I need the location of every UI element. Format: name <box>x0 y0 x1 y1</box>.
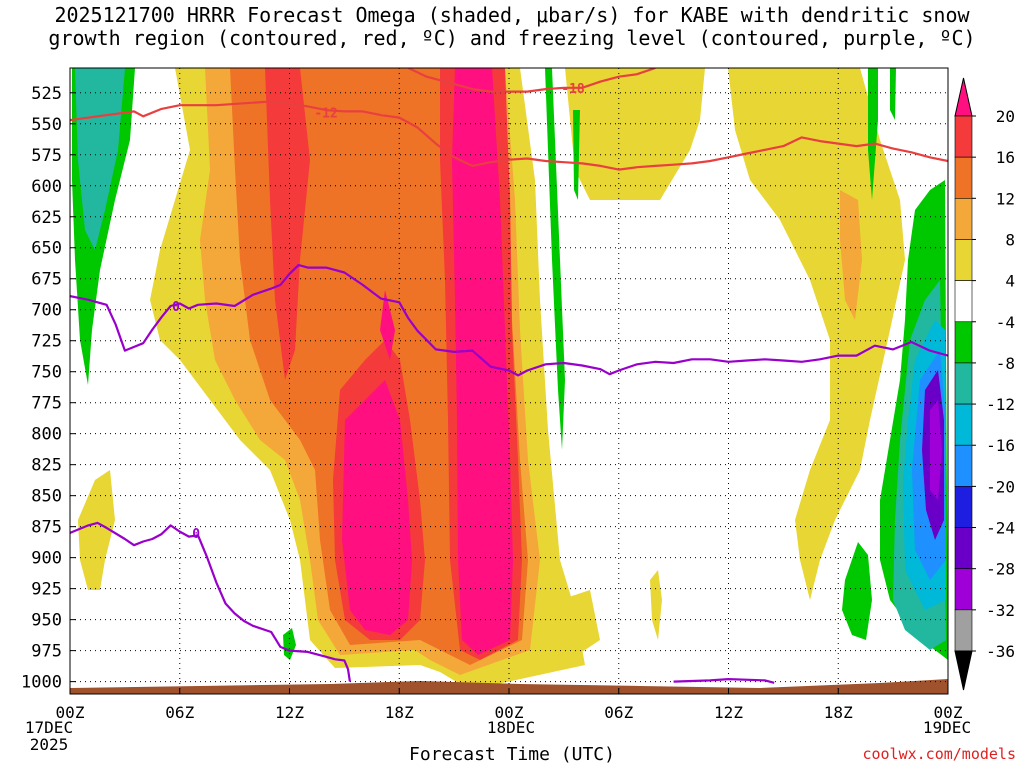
omega-shade-20 <box>452 68 513 655</box>
colorbar-top-arrow <box>954 77 973 117</box>
chart-title-line-2: growth region (contoured, red, ºC) and f… <box>48 26 976 50</box>
y-tick-label: 625 <box>31 208 62 228</box>
chart-title-line-1: 2025121700 HRRR Forecast Omega (shaded, … <box>54 3 970 27</box>
dgz-contour-line <box>407 68 656 93</box>
x-tick-label: 12Z <box>275 703 304 722</box>
y-tick-label: 950 <box>31 611 62 631</box>
omega-shade-4 <box>78 470 115 590</box>
omega-shade-neg4 <box>890 68 896 120</box>
dgz-contour-label: -12 <box>314 107 337 122</box>
omega-shade-neg4 <box>573 110 580 200</box>
colorbar-label: -8 <box>996 354 1015 373</box>
y-tick-label: 525 <box>31 84 62 104</box>
x-tick-label: 00Z <box>495 703 524 722</box>
y-tick-label: 550 <box>31 115 62 135</box>
colorbar-segment <box>954 115 973 158</box>
omega-shade-4 <box>650 570 662 640</box>
colorbar: 20 16 12 8 4 -4 -8 -12 -16 -20 -24 -28 -32 -36 <box>954 77 1015 691</box>
y-tick-label: 800 <box>31 425 62 445</box>
colorbar-segment <box>954 527 973 569</box>
colorbar-label: -4 <box>996 313 1015 332</box>
x-tick-label: 00Z <box>934 703 963 722</box>
colorbar-segment <box>954 156 973 199</box>
colorbar-segment <box>954 609 973 652</box>
y-tick-label: 700 <box>31 301 62 321</box>
colorbar-label: -32 <box>986 601 1015 620</box>
omega-shade-neg4 <box>545 68 565 450</box>
colorbar-label: -20 <box>986 477 1015 496</box>
axes: 525 550 575 600 625 650 675 700 725 750 775 800 825 8… <box>21 84 963 722</box>
freezing-level-contour-label: 0 <box>172 300 180 315</box>
x-tick-label: 18Z <box>385 703 414 722</box>
colorbar-segment <box>954 444 973 487</box>
y-tick-label: 850 <box>31 487 62 507</box>
colorbar-label: -24 <box>986 519 1015 538</box>
y-tick-label: 675 <box>31 270 62 290</box>
x-tick-label: 12Z <box>714 703 743 722</box>
colorbar-segment <box>954 239 973 281</box>
colorbar-label: -36 <box>986 642 1015 661</box>
x-axis-label: Forecast Time (UTC) <box>409 744 615 765</box>
y-tick-label: 875 <box>31 518 62 538</box>
colorbar-segment <box>954 280 973 323</box>
omega-shade-20 <box>380 290 395 360</box>
y-tick-label: 900 <box>31 549 62 569</box>
x-tick-label: 00Z <box>56 703 85 722</box>
omega-shade-neg4 <box>868 68 878 200</box>
colorbar-label: 8 <box>1005 230 1015 249</box>
x-tick-label: 06Z <box>604 703 633 722</box>
credit-text: coolwx.com/models <box>862 745 1016 763</box>
omega-shade-4 <box>565 68 705 200</box>
x-mid-date: 18DEC <box>486 718 536 737</box>
y-tick-label: 825 <box>31 456 62 476</box>
y-tick-label: 650 <box>31 239 62 259</box>
colorbar-segment <box>954 321 973 364</box>
dgz-contour-label: -18 <box>561 82 585 97</box>
omega-shade-4 <box>560 590 600 660</box>
freezing-level-contour-line <box>70 521 351 682</box>
omega-shade-neg28 <box>930 400 942 500</box>
y-tick-label: 575 <box>31 146 62 166</box>
freezing-level-contour-line <box>70 264 948 377</box>
colorbar-label: 12 <box>996 189 1015 208</box>
y-tick-label: 750 <box>31 363 62 383</box>
omega-shade-16 <box>265 68 310 380</box>
x-tick-label: 18Z <box>824 703 853 722</box>
y-tick-label: 975 <box>31 642 62 662</box>
colorbar-segment <box>954 198 973 240</box>
colorbar-label: 16 <box>996 148 1015 167</box>
y-tick-label: 775 <box>31 394 62 414</box>
y-tick-label: 600 <box>31 177 62 197</box>
y-tick-label: 925 <box>31 580 62 600</box>
colorbar-label: -16 <box>986 436 1015 455</box>
colorbar-label: 20 <box>996 107 1015 126</box>
freezing-level-contour-line <box>673 678 775 684</box>
colorbar-bottom-arrow <box>954 650 973 691</box>
omega-shade-neg4 <box>842 542 872 640</box>
colorbar-segment <box>954 403 973 446</box>
x-start-year: 2025 <box>29 735 69 754</box>
x-end-date: 19DEC <box>922 718 972 737</box>
colorbar-segment <box>954 568 973 611</box>
colorbar-segment <box>954 362 973 405</box>
colorbar-label: -28 <box>986 560 1015 579</box>
y-tick-label: 725 <box>31 332 62 352</box>
dgz-contour-line <box>70 100 948 171</box>
colorbar-segment <box>954 486 973 528</box>
y-tick-label: 1000 <box>21 673 62 693</box>
omega-shade-20 <box>342 380 412 635</box>
x-start-date: 17DEC <box>24 718 74 737</box>
colorbar-label: 4 <box>1005 272 1015 291</box>
chart-title: 2025121700 HRRR Forecast Omega (shaded, … <box>0 4 1024 50</box>
freezing-level-contour-label: 0 <box>192 527 200 542</box>
omega-shading <box>70 68 948 694</box>
colorbar-label: -12 <box>986 395 1015 414</box>
contour-lines: -12 -18 0 0 <box>70 68 948 684</box>
x-tick-label: 06Z <box>165 703 194 722</box>
omega-shade-8 <box>840 190 862 320</box>
omega-shade-4 <box>728 68 905 600</box>
